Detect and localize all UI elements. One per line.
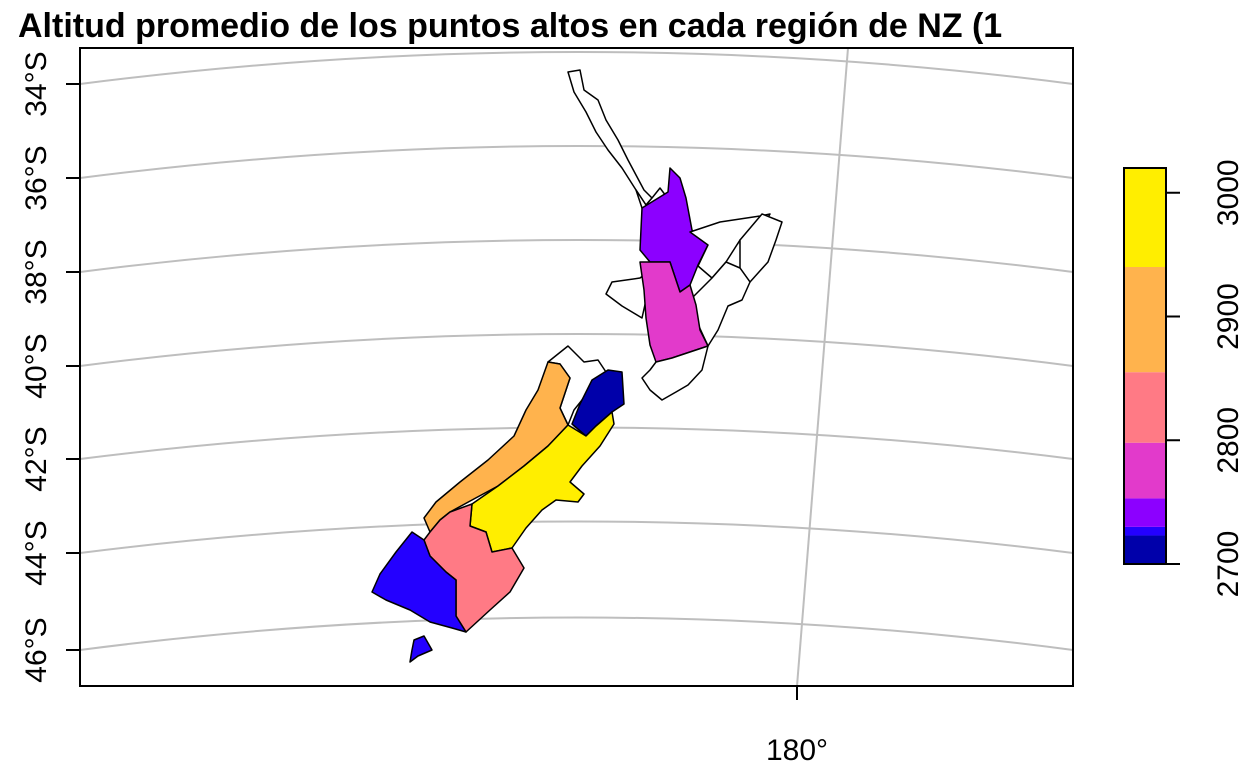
legend-bin [1124, 535, 1166, 564]
legend-bin [1124, 168, 1166, 267]
region-manawatu-wanganui [639, 261, 709, 363]
south-island [371, 345, 625, 663]
lat-label: 46°S [20, 617, 53, 682]
legend-colorbar: 2700 2800 2900 3000 [1123, 159, 1245, 598]
lat-label: 34°S [20, 51, 53, 116]
legend-frame [1123, 167, 1167, 565]
legend-bin [1124, 267, 1166, 373]
legend-bin [1124, 442, 1166, 499]
region-southland [371, 531, 467, 633]
graticule [79, 47, 1074, 687]
lat-label: 36°S [20, 145, 53, 210]
legend-tick-label: 2800 [1212, 407, 1245, 474]
legend-bin [1124, 526, 1166, 536]
map-title: Altitud promedio de los puntos altos en … [18, 7, 1003, 45]
legend-bin [1124, 498, 1166, 527]
north-island [567, 69, 783, 401]
region-canterbury [469, 411, 615, 553]
region-stewart-island [409, 635, 433, 663]
lat-label: 44°S [20, 520, 53, 585]
region-gisborne [739, 213, 783, 283]
region-northland [567, 69, 653, 206]
lat-label: 42°S [20, 426, 53, 491]
region-wellington [641, 345, 709, 401]
legend-bin [1124, 372, 1166, 443]
lon-label-180: 180° [766, 734, 828, 767]
lat-label: 38°S [20, 239, 53, 304]
lat-axis: 34°S 36°S 38°S 40°S 42°S 44°S 46°S [20, 51, 80, 683]
legend-tick-label: 2700 [1212, 531, 1245, 598]
legend-tick-label: 2900 [1212, 283, 1245, 350]
lat-label: 40°S [20, 333, 53, 398]
legend-tick-label: 3000 [1212, 159, 1245, 226]
